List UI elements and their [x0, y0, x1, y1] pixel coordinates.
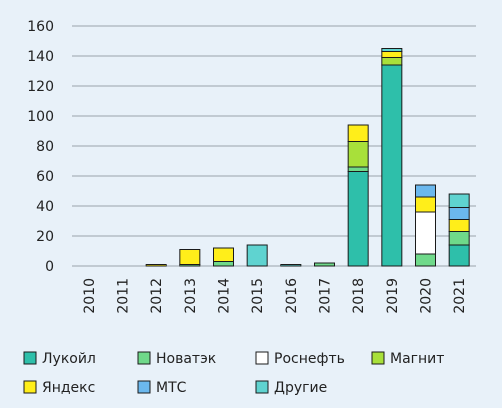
bar-segment [415, 196, 436, 213]
bar-segment [246, 244, 268, 267]
y-tick-label: 80 [36, 139, 54, 155]
bar-segment [381, 48, 403, 52]
bar-segment [179, 249, 201, 265]
x-tick-label: 2010 [82, 278, 98, 314]
bars [145, 48, 470, 267]
legend-label: МТС [156, 380, 187, 396]
bar-segment [448, 231, 470, 246]
bar-segment [448, 207, 470, 220]
legend-swatch [23, 380, 37, 394]
legend-label: Магнит [390, 351, 444, 367]
bar-segment [415, 253, 436, 267]
y-tick-label: 140 [27, 49, 54, 65]
legend-label: Лукойл [42, 351, 96, 367]
x-tick-label: 2020 [419, 278, 435, 314]
x-tick-label: 2014 [217, 278, 233, 314]
legend-swatch [137, 351, 151, 365]
bar-segment [448, 244, 470, 267]
bar-segment [314, 262, 335, 267]
legend: Лукойл Новатэк Роснефть Магнит Яндекс МТС Друг… [23, 351, 444, 396]
bar-segment [280, 264, 302, 267]
legend-swatch [371, 351, 385, 365]
bar-segment [347, 166, 369, 172]
bar-segment [448, 219, 470, 232]
x-tick-label: 2015 [250, 278, 266, 314]
bar-segment [213, 247, 234, 262]
legend-label: Новатэк [156, 351, 216, 367]
legend-swatch [137, 380, 151, 394]
legend-label: Другие [274, 380, 327, 396]
y-tick-label: 20 [36, 229, 54, 245]
legend-swatch [23, 351, 37, 365]
x-tick-label: 2017 [318, 278, 334, 314]
y-axis-ticks: 0 20 40 60 80 100 120 140 160 [27, 19, 54, 275]
x-tick-label: 2018 [351, 278, 367, 314]
y-tick-label: 100 [27, 109, 54, 125]
y-tick-label: 40 [36, 199, 54, 215]
y-tick-label: 0 [45, 259, 54, 275]
bar-segment [415, 211, 436, 255]
x-tick-label: 2021 [452, 278, 468, 314]
gridlines [72, 25, 476, 267]
bar-segment [415, 184, 436, 198]
bar-segment [448, 193, 470, 208]
y-tick-label: 160 [27, 19, 54, 35]
x-tick-label: 2016 [284, 278, 300, 314]
legend-swatch [255, 380, 269, 394]
bar-segment [347, 124, 369, 142]
bar-segment [145, 264, 167, 267]
bar-segment [381, 51, 403, 58]
x-axis-ticks: 2010 2011 2012 2013 2014 2015 2016 2017 2018 2019… [82, 278, 468, 314]
bar-segment [381, 57, 403, 66]
x-tick-label: 2019 [385, 278, 401, 314]
y-tick-label: 120 [27, 79, 54, 95]
bar-segment [347, 171, 369, 267]
x-tick-label: 2013 [183, 278, 199, 314]
bar-segment [213, 261, 234, 267]
legend-label: Яндекс [42, 380, 95, 396]
legend-swatch [255, 351, 269, 365]
bar-segment [381, 64, 403, 267]
legend-label: Роснефть [274, 351, 345, 367]
x-tick-label: 2011 [116, 278, 132, 314]
x-tick-label: 2012 [149, 278, 165, 314]
bar-segment [347, 141, 369, 168]
y-tick-label: 60 [36, 169, 54, 185]
